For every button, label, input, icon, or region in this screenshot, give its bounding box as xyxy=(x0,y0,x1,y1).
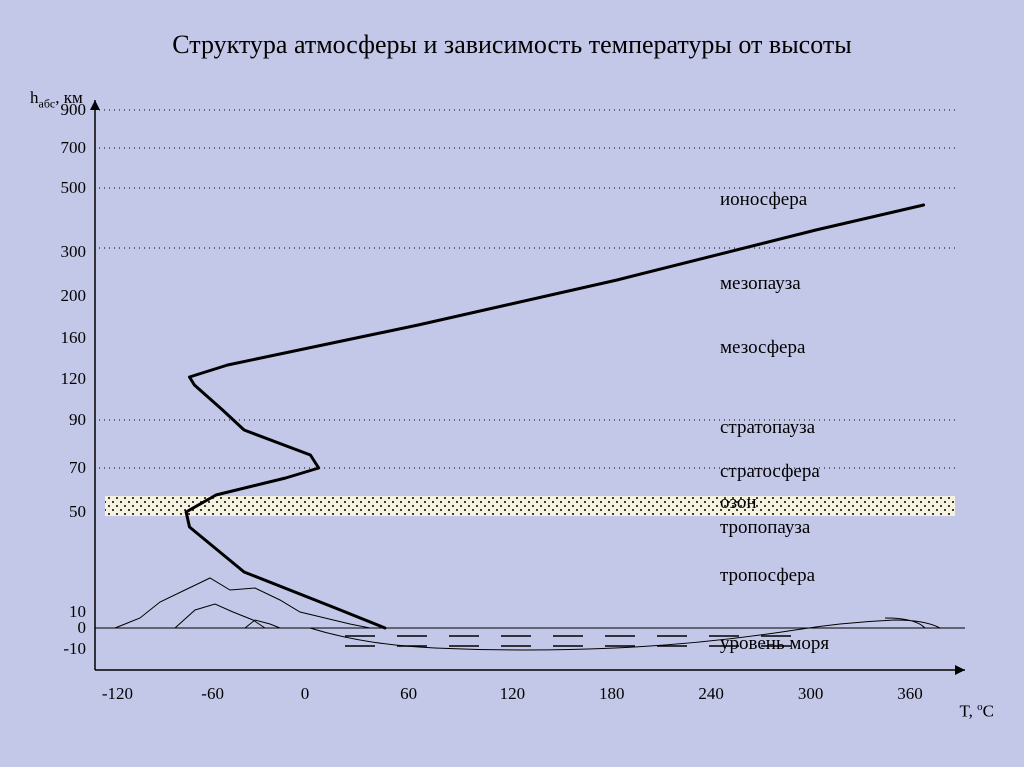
y-tick-label: 160 xyxy=(61,328,87,348)
x-tick-label: 0 xyxy=(301,684,310,704)
layer-label: стратосфера xyxy=(720,461,820,483)
layer-label: тропопауза xyxy=(720,517,810,539)
layer-label: уровень моря xyxy=(720,633,829,655)
x-tick-label: 120 xyxy=(500,684,526,704)
x-tick-label: 360 xyxy=(897,684,923,704)
y-tick-label: 900 xyxy=(61,100,87,120)
layer-label: мезосфера xyxy=(720,337,805,359)
x-tick-label: 300 xyxy=(798,684,824,704)
x-tick-label: 180 xyxy=(599,684,625,704)
y-tick-label: 500 xyxy=(61,178,87,198)
layer-label: озон xyxy=(720,492,757,514)
y-tick-label: 700 xyxy=(61,138,87,158)
y-tick-label: 200 xyxy=(61,286,87,306)
x-axis-var: T, xyxy=(960,702,978,721)
plot-svg xyxy=(95,100,965,670)
y-tick-label: 90 xyxy=(69,410,86,430)
x-tick-label: -120 xyxy=(102,684,133,704)
y-axis-var: h xyxy=(30,88,39,107)
x-tick-label: 240 xyxy=(698,684,724,704)
y-tick-label: 0 xyxy=(78,618,87,638)
x-tick-label: -60 xyxy=(201,684,224,704)
x-tick-label: 60 xyxy=(400,684,417,704)
y-axis-sub: абс xyxy=(39,96,56,110)
chart-title: Структура атмосферы и зависимость темпер… xyxy=(0,30,1024,60)
layer-label: стратопауза xyxy=(720,417,815,439)
layer-label: тропосфера xyxy=(720,565,815,587)
layer-label: ионосфера xyxy=(720,189,807,211)
y-tick-label: 50 xyxy=(69,502,86,522)
x-axis-title: T, oC xyxy=(960,701,994,722)
x-axis-unit: C xyxy=(983,702,994,721)
y-tick-label: 120 xyxy=(61,369,87,389)
plot-area xyxy=(95,100,965,670)
y-tick-label: 70 xyxy=(69,458,86,478)
layer-label: мезопауза xyxy=(720,273,801,295)
y-tick-label: -10 xyxy=(63,639,86,659)
y-tick-label: 300 xyxy=(61,242,87,262)
